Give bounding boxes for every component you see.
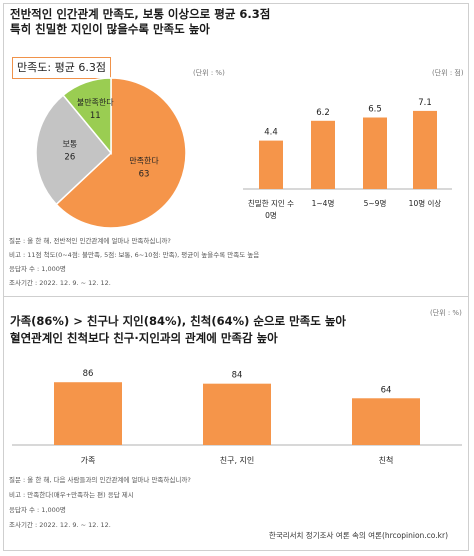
friends-count-bar-chart: 4.4 친밀한 지인 수 0명 6.2 1~4명 6.5 5~9명 7.1 10명 이상 [243, 98, 452, 220]
section-divider [3, 296, 469, 297]
bar-1 [203, 383, 271, 445]
bar-value-1: 84 [232, 371, 243, 381]
bar-value-2: 64 [381, 385, 392, 395]
bar-0 [259, 140, 283, 189]
panel-frame [3, 3, 469, 551]
x-tick-label-0-0: 친밀한 지인 수 [248, 198, 294, 208]
top-note-respondents: 응답자 수 : 1,000명 [9, 265, 66, 273]
pie-slice-2 [62, 77, 112, 156]
x-tick-label-1-0: 1~4명 [312, 198, 335, 208]
pie-label-2: 불만족한다 [77, 97, 114, 107]
pie-value-1: 26 [64, 152, 75, 162]
bar-value-3: 7.1 [418, 98, 432, 108]
top-note-question: 질문 : 올 한 해, 전반적인 인간관계에 얼마나 만족하십니까? [9, 237, 171, 245]
bar-2 [352, 398, 420, 445]
pie-value-0: 63 [139, 169, 150, 179]
unit-label-score: (단위 : 점) [432, 69, 464, 77]
x-tick-label-3-0: 10명 이상 [409, 198, 442, 208]
pie-label-0: 만족한다 [129, 156, 159, 165]
top-note-remark: 비고 : 11점 척도(0~4점: 불만족, 5점: 보통, 6~10점: 만족… [9, 251, 260, 259]
bottom-unit-label: (단위 : %) [430, 309, 462, 317]
x-tick-label-1: 친구, 지인 [220, 455, 255, 465]
average-badge: 만족도: 평균 6.3점 [12, 57, 111, 79]
bottom-title-line2: 혈연관계인 친척보다 친구·지인과의 관계에 만족감 높아 [10, 331, 278, 345]
x-tick-label-0: 가족 [81, 456, 96, 465]
bar-value-1: 6.2 [316, 108, 330, 118]
bottom-note-question: 질문 : 올 한 해, 다음 사람들과의 인간관계에 얼마나 만족하십니까? [9, 476, 191, 484]
top-title-line1: 전반적인 인간관계 만족도, 보통 이상으로 평균 6.3점 [10, 7, 271, 21]
bar-value-0: 4.4 [264, 128, 278, 138]
pie-slice-1 [35, 94, 113, 206]
top-note-period: 조사기간 : 2022. 12. 9. ~ 12. 12. [9, 279, 111, 287]
bottom-title-line1: 가족(86%) > 친구나 지인(84%), 친척(64%) 순으로 만족도 높… [10, 314, 347, 328]
bottom-note-respondents: 응답자 수 : 1,000명 [9, 506, 66, 514]
satisfaction-pie-chart: 만족한다 63 보통 26 불만족한다 11 [35, 77, 187, 229]
bar-value-0: 86 [83, 369, 94, 379]
top-title-line2: 특히 친밀한 지인이 많을수록 만족도 높아 [10, 22, 210, 36]
bar-0 [54, 382, 122, 445]
pie-value-2: 11 [90, 111, 101, 121]
bar-3 [413, 110, 437, 189]
bar-1 [311, 120, 335, 189]
bar-2 [363, 117, 387, 189]
x-tick-label-2-0: 5~9명 [364, 198, 387, 208]
x-tick-label-0-1: 0명 [265, 210, 277, 220]
bottom-note-remark: 비고 : 만족한다(매우+만족하는 편) 응답 제시 [9, 491, 134, 499]
bar-value-2: 6.5 [368, 105, 382, 115]
unit-label-percent: (단위 : %) [193, 69, 225, 77]
bottom-note-period: 조사기간 : 2022. 12. 9. ~ 12. 12. [9, 521, 111, 529]
x-tick-label-2: 친척 [379, 455, 394, 465]
footer-source: 한국리서치 정기조사 여론 속의 여론(hrcopinion.co.kr) [268, 531, 448, 540]
pie-slice-0 [55, 77, 187, 229]
pie-label-1: 보통 [62, 139, 77, 148]
